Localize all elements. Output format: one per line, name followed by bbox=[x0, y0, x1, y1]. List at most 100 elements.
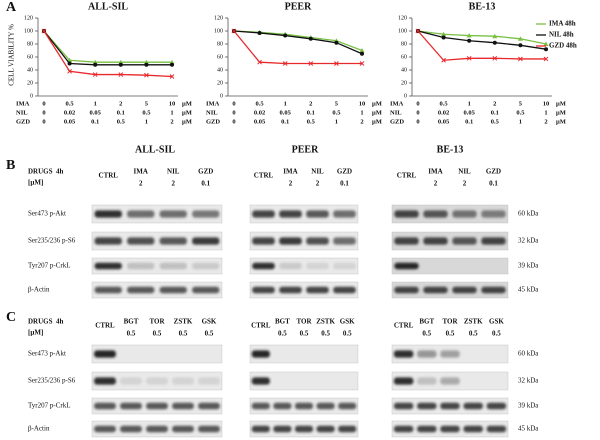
band bbox=[440, 425, 460, 433]
dose-value: 0.02 bbox=[254, 109, 265, 116]
blot-strip bbox=[249, 281, 359, 299]
y-tick-label: 120 bbox=[214, 15, 223, 21]
series-line bbox=[233, 30, 363, 55]
legend-label: GZD 48h bbox=[549, 42, 577, 50]
y-tick-label: 20 bbox=[27, 80, 33, 86]
dose-value: 1 bbox=[544, 109, 547, 116]
dose-value: 0 bbox=[232, 118, 235, 125]
dose-value: 1 bbox=[170, 109, 173, 116]
band bbox=[440, 350, 460, 358]
lane-label: ZSTK bbox=[316, 318, 335, 326]
band bbox=[417, 402, 437, 410]
band bbox=[252, 262, 275, 270]
cell-line: ALL-SIL bbox=[135, 144, 175, 155]
band bbox=[423, 286, 448, 294]
y-tick-label: 20 bbox=[401, 80, 407, 86]
band bbox=[333, 286, 356, 294]
lane-label: CTRL bbox=[95, 322, 115, 330]
band bbox=[172, 377, 194, 385]
band bbox=[306, 210, 329, 218]
blot-strip bbox=[91, 257, 223, 275]
marker bbox=[441, 57, 446, 63]
marker bbox=[543, 41, 549, 46]
lane-dose: 0.1 bbox=[201, 180, 210, 188]
dose-unit: µM bbox=[182, 100, 192, 107]
dose-drug: NIL bbox=[206, 109, 218, 116]
marker bbox=[282, 61, 288, 66]
dose-value: 2 bbox=[544, 118, 547, 125]
row-label: Ser235/236 p-S6 bbox=[28, 377, 76, 385]
marker bbox=[308, 61, 314, 66]
dose-value: 2 bbox=[493, 100, 496, 107]
lane-dose: 0.5 bbox=[153, 330, 162, 338]
marker bbox=[169, 59, 175, 65]
lane-dose: 0.5 bbox=[300, 330, 309, 338]
row-label: Ser235/236 p-S6 bbox=[28, 237, 76, 245]
marker bbox=[308, 36, 313, 41]
legend-label: IMA 48h bbox=[549, 20, 576, 28]
series-line bbox=[417, 30, 547, 45]
marker bbox=[334, 40, 339, 45]
dose-value: 0.1 bbox=[491, 109, 499, 116]
dose-unit: µM bbox=[182, 109, 192, 116]
blot-strip bbox=[249, 344, 359, 364]
lane-dose: 2 bbox=[316, 180, 320, 188]
blot-strip bbox=[391, 204, 509, 224]
series-line bbox=[233, 30, 362, 65]
band bbox=[417, 425, 437, 433]
band bbox=[481, 210, 506, 218]
row-label: Ser473 p-Akt bbox=[28, 210, 66, 218]
band bbox=[452, 210, 477, 218]
dose-drug: GZD bbox=[390, 118, 404, 125]
marker bbox=[492, 33, 498, 39]
band bbox=[94, 262, 122, 270]
band bbox=[94, 402, 116, 410]
dose-value: 1 bbox=[94, 100, 97, 107]
dose-unit: µM bbox=[182, 118, 192, 125]
marker bbox=[118, 62, 123, 67]
marker bbox=[257, 59, 262, 65]
series-line bbox=[43, 30, 172, 66]
dose-value: 10 bbox=[543, 100, 550, 107]
band bbox=[333, 210, 356, 218]
y-tick-label: 0 bbox=[404, 93, 407, 99]
lane-label: BGT bbox=[124, 318, 139, 326]
dose-value: 0 bbox=[42, 100, 45, 107]
lane-dose: 0.5 bbox=[179, 330, 188, 338]
lane-dose: 0.5 bbox=[422, 330, 431, 338]
dose-value: 5 bbox=[335, 100, 339, 107]
dose-value: 0 bbox=[42, 109, 45, 116]
series-line bbox=[43, 30, 172, 63]
lane-dose: 2 bbox=[139, 180, 143, 188]
y-tick-label: 80 bbox=[401, 41, 407, 47]
marker bbox=[144, 62, 149, 67]
band bbox=[394, 262, 419, 270]
band bbox=[279, 262, 302, 270]
y-tick-label: 120 bbox=[24, 15, 33, 21]
marker bbox=[467, 38, 472, 43]
row-label: β-Actin bbox=[28, 425, 50, 433]
kda-label: 32 kDa bbox=[518, 237, 539, 245]
panel-label: A bbox=[6, 0, 17, 15]
marker bbox=[67, 68, 72, 74]
lane-label: BGT bbox=[275, 318, 290, 326]
row-label: Tyr207 p-CrkL bbox=[28, 402, 70, 410]
kda-label: 45 kDa bbox=[518, 425, 539, 433]
dose-unit: µM bbox=[556, 109, 566, 116]
lane-label: NIL bbox=[458, 168, 471, 176]
lane-dose: 2 bbox=[463, 180, 467, 188]
lane-dose: 0.5 bbox=[127, 330, 136, 338]
y-tick-label: 100 bbox=[24, 28, 33, 34]
y-axis-label: CELL VIABILITY % bbox=[8, 24, 16, 86]
row-label: β-Actin bbox=[28, 286, 50, 294]
lane-label: NIL bbox=[167, 168, 180, 176]
y-tick-label: 0 bbox=[30, 93, 33, 99]
row-label: Tyr207 p-CrkL bbox=[28, 262, 70, 270]
dose-value: 0.1 bbox=[307, 109, 315, 116]
dose-value: 0 bbox=[416, 100, 419, 107]
lane-label: TOR bbox=[442, 318, 458, 326]
dose-value: 0.1 bbox=[117, 109, 125, 116]
dose-value: 5 bbox=[145, 100, 149, 107]
band bbox=[146, 377, 168, 385]
